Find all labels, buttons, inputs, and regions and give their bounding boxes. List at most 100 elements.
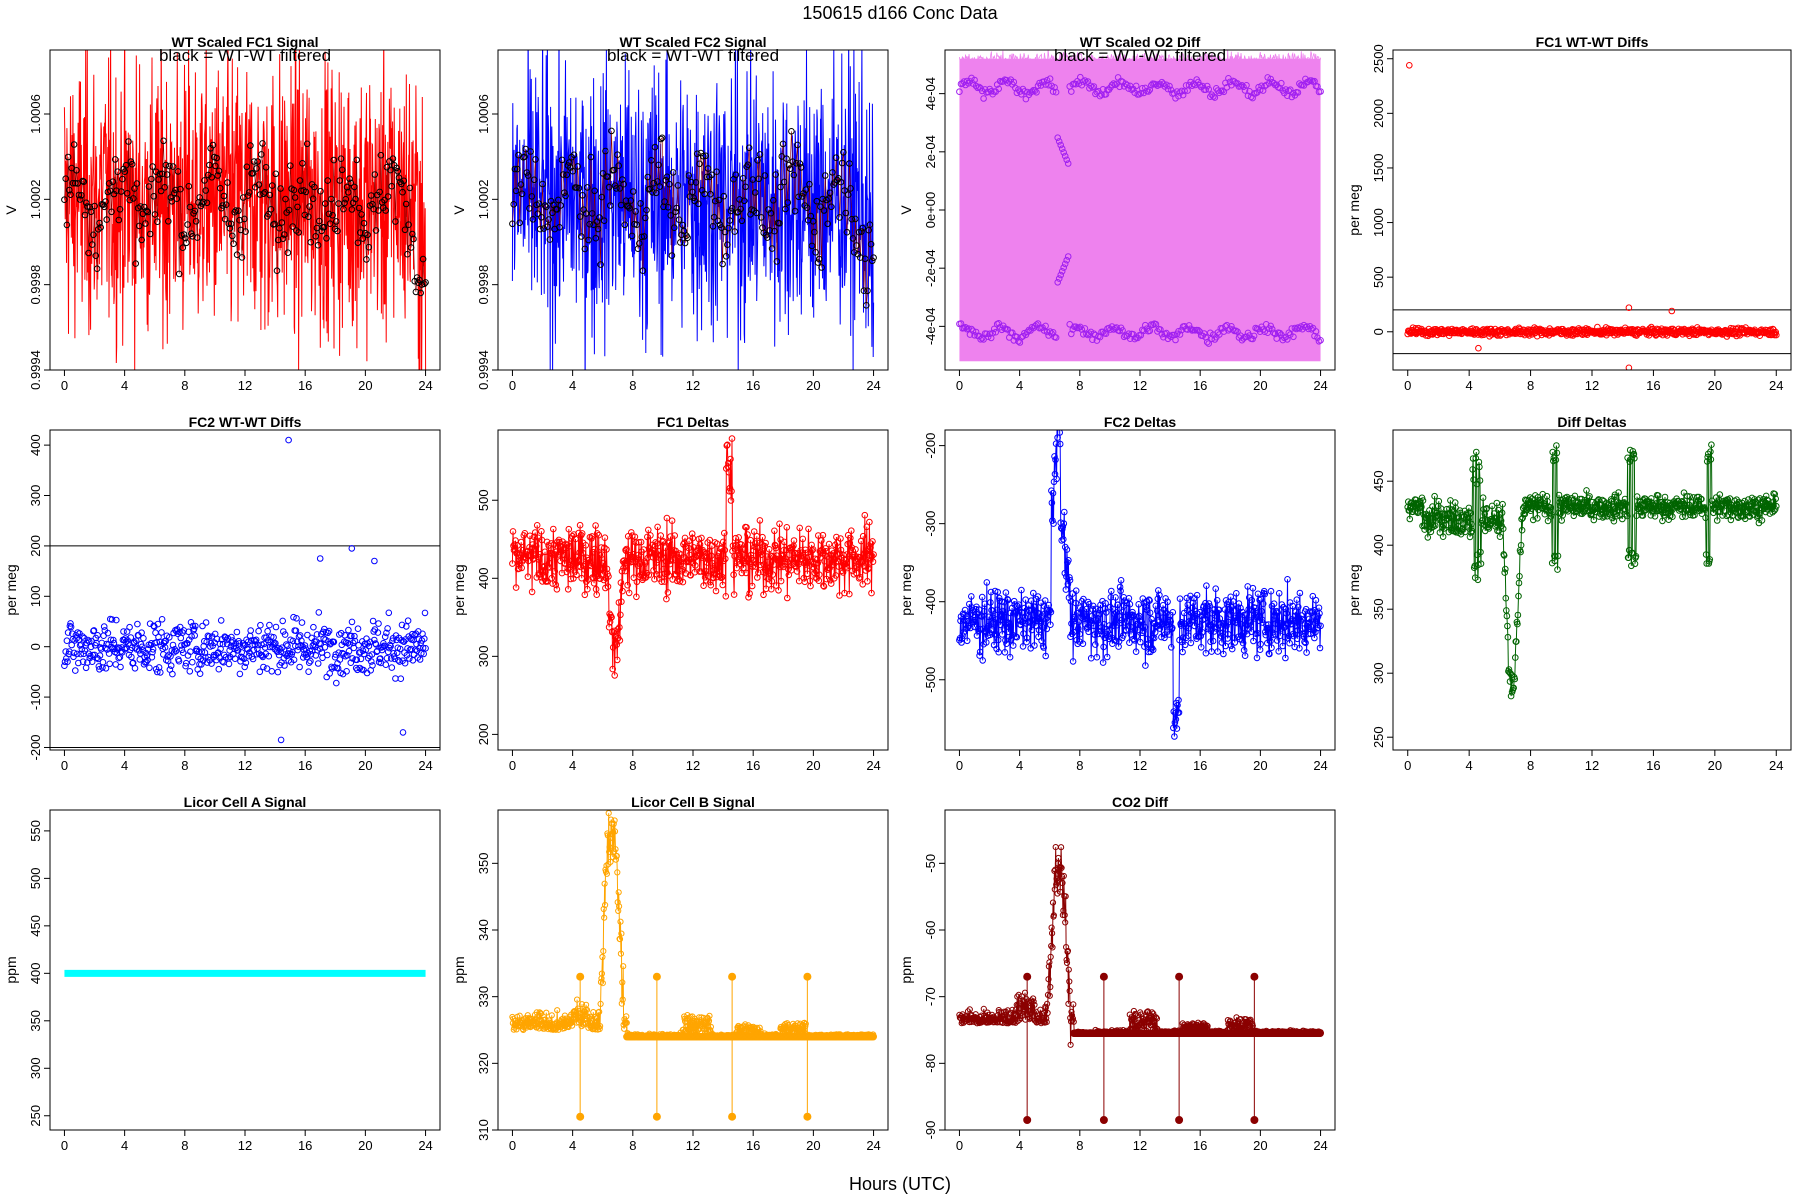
- filtered-point: [869, 257, 876, 265]
- diff-point: [391, 655, 399, 663]
- x-tick-label: 0: [509, 758, 516, 773]
- y-axis-label: per meg: [451, 564, 467, 615]
- delta-point: [1064, 580, 1072, 588]
- delta-point: [1424, 534, 1432, 541]
- diff-point: [1139, 326, 1146, 334]
- filtered-point: [359, 235, 367, 242]
- x-tick-label: 12: [686, 378, 700, 393]
- delta-point: [676, 578, 684, 585]
- delta-point: [1291, 612, 1299, 620]
- delta-point: [740, 564, 747, 572]
- delta-point: [1018, 586, 1025, 594]
- delta-point: [1620, 500, 1628, 508]
- co2-point: [569, 1019, 576, 1026]
- co2-point: [616, 903, 623, 910]
- delta-point: [1725, 511, 1732, 519]
- x-tick-label: 8: [629, 758, 636, 773]
- delta-point: [637, 538, 645, 546]
- delta-point: [1720, 507, 1728, 514]
- diff-point: [67, 623, 75, 631]
- diff-point: [263, 665, 271, 672]
- filtered-point: [122, 162, 130, 169]
- outlier-point: [1406, 62, 1413, 69]
- filtered-point: [299, 160, 306, 167]
- delta-point: [969, 606, 976, 614]
- diff-point: [422, 645, 429, 652]
- delta-point: [1513, 638, 1520, 645]
- filtered-point: [337, 155, 345, 162]
- x-tick-label: 12: [1133, 378, 1147, 393]
- filtered-point: [419, 255, 427, 263]
- filtered-point: [138, 236, 145, 244]
- filtered-point: [655, 161, 662, 169]
- delta-point: [1161, 634, 1168, 642]
- delta-point: [634, 562, 642, 569]
- x-tick-label: 12: [238, 758, 252, 773]
- delta-point: [721, 546, 729, 554]
- diff-point: [385, 609, 393, 617]
- diff-point: [1054, 279, 1061, 286]
- delta-point: [717, 574, 725, 582]
- filtered-point: [215, 167, 223, 175]
- delta-point: [799, 535, 807, 543]
- delta-point: [664, 589, 672, 596]
- delta-point: [1232, 612, 1240, 620]
- y-tick-label: 0: [28, 643, 43, 650]
- diff-point: [1278, 79, 1285, 87]
- diff-point: [179, 649, 187, 657]
- filtered-point: [62, 175, 69, 182]
- diff-point: [1072, 323, 1080, 331]
- outlier-point: [316, 555, 324, 562]
- delta-point: [1265, 621, 1272, 628]
- delta-point: [1033, 617, 1041, 625]
- outlier-point: [1668, 307, 1676, 315]
- delta-point: [1263, 621, 1270, 629]
- delta-point: [1268, 644, 1275, 652]
- filtered-point: [209, 141, 217, 149]
- diff-point: [337, 629, 345, 637]
- diff-point: [228, 633, 235, 641]
- delta-point: [1047, 608, 1055, 616]
- delta-point: [1454, 522, 1462, 530]
- diff-point: [1294, 89, 1302, 96]
- delta-point: [1189, 599, 1197, 607]
- delta-point: [1223, 622, 1230, 630]
- delta-point: [1193, 591, 1201, 599]
- delta-point: [657, 532, 665, 539]
- delta-point: [665, 572, 673, 579]
- filtered-point: [381, 196, 388, 204]
- delta-point: [1006, 621, 1013, 628]
- delta-point: [963, 637, 971, 645]
- delta-point: [855, 575, 863, 582]
- filtered-point: [536, 225, 544, 233]
- diff-point: [108, 616, 116, 623]
- delta-point: [603, 546, 610, 553]
- delta-point: [705, 573, 713, 580]
- delta-point: [863, 547, 870, 555]
- diff-point: [1086, 330, 1093, 338]
- y-tick-label: 450: [28, 915, 43, 937]
- delta-point: [1466, 533, 1474, 541]
- diff-point: [416, 656, 424, 663]
- filtered-point: [616, 185, 624, 192]
- diff-point: [354, 625, 362, 633]
- y-tick-label: 500: [28, 868, 43, 890]
- filtered-point: [306, 203, 313, 210]
- delta-point: [1201, 615, 1209, 623]
- diff-point: [1216, 331, 1223, 338]
- filtered-point: [191, 207, 199, 215]
- x-tick-label: 0: [61, 758, 68, 773]
- delta-point: [1061, 508, 1068, 516]
- filtered-point: [389, 155, 397, 162]
- diff-point: [154, 620, 162, 628]
- y-tick-label: 300: [476, 645, 491, 667]
- delta-point: [1213, 597, 1221, 604]
- filtered-point: [818, 264, 825, 271]
- delta-point: [623, 545, 630, 553]
- filtered-point: [826, 189, 834, 197]
- delta-point: [1496, 533, 1504, 541]
- delta-point: [1488, 502, 1496, 510]
- filtered-point: [594, 225, 602, 233]
- co2-point: [596, 1008, 603, 1015]
- delta-point: [1032, 616, 1039, 623]
